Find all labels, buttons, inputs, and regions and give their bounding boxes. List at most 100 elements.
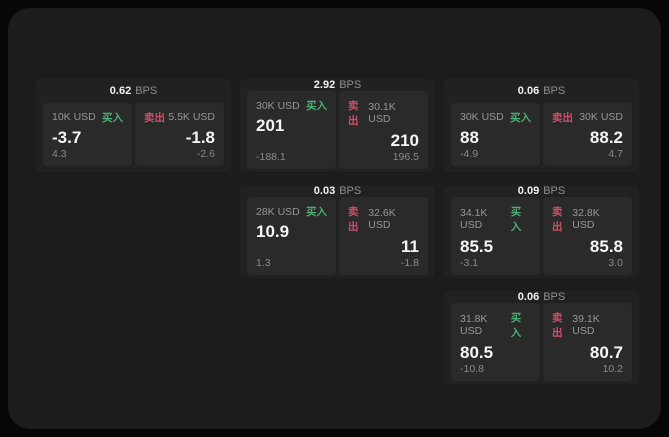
buy-price: 10.9: [256, 222, 290, 241]
sell-panel[interactable]: 卖出 30K USD 88.2 4.7: [543, 102, 632, 166]
app-surface: 0.62 BPS 10K USD 买入 -3.7 4.3 卖出 5.5K USD: [8, 8, 661, 429]
sell-size: 32.6K USD: [368, 207, 396, 231]
buy-sub-value: 4.3: [52, 148, 67, 160]
quote-panels: 10K USD 买入 -3.7 4.3 卖出 5.5K USD -1.8 -2.…: [36, 102, 231, 172]
card-header: 0.06 BPS: [444, 79, 639, 103]
sell-size: 32.8K USD: [572, 207, 600, 231]
quote-card-4: 0.03 BPS 28K USD 买入 10.9 1.3 卖出 32.6K US…: [240, 185, 435, 278]
quote-card-grid: 0.62 BPS 10K USD 买入 -3.7 4.3 卖出 5.5K USD: [36, 79, 639, 384]
quote-panels: 28K USD 买入 10.9 1.3 卖出 32.6K USD 11 -1.8: [240, 197, 435, 281]
buy-sub-value: -188.1: [256, 151, 286, 164]
sell-panel-top: 卖出 30K USD: [552, 110, 623, 125]
buy-panel[interactable]: 30K USD 买入 88 -4.9: [451, 102, 540, 166]
quote-card-2: 2.92 BPS 30K USD 买入 201 -188.1 卖出 30.1K …: [240, 79, 435, 172]
buy-panel[interactable]: 28K USD 买入 10.9 1.3: [247, 197, 336, 276]
sell-panel[interactable]: 卖出 32.8K USD 85.8 3.0: [543, 197, 632, 276]
bps-value: 0.62: [109, 84, 132, 97]
sell-label: 卖出: [348, 100, 359, 127]
buy-sub-value: -4.9: [460, 148, 479, 160]
bps-unit: BPS: [543, 185, 566, 197]
buy-sub-value: -10.8: [460, 363, 484, 376]
buy-price: -3.7: [52, 127, 82, 147]
buy-sub-value: -3.1: [460, 257, 479, 270]
buy-panel-top: 34.1K USD 买入: [460, 204, 531, 234]
quote-card-3: 0.06 BPS 30K USD 买入 88 -4.9 卖出 30K USD: [444, 79, 639, 172]
bps-value: 0.03: [313, 185, 336, 197]
sell-sub-value: 4.7: [608, 148, 623, 160]
sell-panel-top: 卖出 32.8K USD: [552, 204, 623, 234]
buy-panel[interactable]: 34.1K USD 买入 85.5 -3.1: [451, 197, 540, 276]
sell-sub-value: 10.2: [602, 363, 623, 376]
sell-panel-top: 卖出 32.6K USD: [348, 204, 419, 234]
bps-value: 0.06: [517, 291, 540, 303]
sell-panel[interactable]: 卖出 30.1K USD 210 196.5: [339, 91, 428, 170]
sell-panel-top: 卖出 5.5K USD: [144, 110, 215, 125]
card-header: 0.06 BPS: [444, 291, 639, 303]
bps-value: 0.09: [517, 185, 540, 197]
bps-unit: BPS: [339, 185, 362, 197]
sell-label: 卖出: [552, 111, 573, 124]
bps-unit: BPS: [543, 291, 566, 303]
buy-panel-top: 10K USD 买入: [52, 110, 123, 125]
quote-panels: 31.8K USD 买入 80.5 -10.8 卖出 39.1K USD 80.…: [444, 303, 639, 387]
sell-sub-value: 196.5: [392, 151, 419, 164]
buy-size: 10K USD: [52, 111, 96, 124]
buy-panel-top: 31.8K USD 买入: [460, 310, 531, 340]
sell-sub-value: 3.0: [608, 257, 623, 270]
buy-price: 85.5: [460, 237, 494, 256]
bps-value: 0.06: [517, 84, 540, 97]
bps-unit: BPS: [543, 84, 566, 97]
sell-label: 卖出: [552, 206, 563, 233]
buy-sub-value: 1.3: [256, 257, 271, 270]
quote-card-1: 0.62 BPS 10K USD 买入 -3.7 4.3 卖出 5.5K USD: [36, 79, 231, 172]
buy-price: 80.5: [460, 343, 494, 362]
sell-size: 30K USD: [579, 111, 623, 124]
buy-panel-top: 30K USD 买入: [256, 98, 327, 113]
bps-unit: BPS: [339, 79, 362, 91]
buy-price: 201: [256, 116, 285, 135]
quote-card-5: 0.09 BPS 34.1K USD 买入 85.5 -3.1 卖出 32.8K…: [444, 185, 639, 278]
buy-label: 买入: [306, 206, 327, 218]
sell-price: 11: [401, 237, 419, 256]
buy-panel[interactable]: 30K USD 买入 201 -188.1: [247, 91, 336, 170]
quote-panels: 34.1K USD 买入 85.5 -3.1 卖出 32.8K USD 85.8…: [444, 197, 639, 281]
buy-size: 28K USD: [256, 205, 300, 218]
sell-label: 卖出: [348, 206, 359, 233]
buy-panel[interactable]: 31.8K USD 买入 80.5 -10.8: [451, 303, 540, 382]
sell-panel-top: 卖出 39.1K USD: [552, 310, 623, 340]
buy-label: 买入: [510, 111, 531, 124]
sell-panel-top: 卖出 30.1K USD: [348, 98, 419, 128]
bps-unit: BPS: [135, 84, 158, 97]
sell-sub-value: -1.8: [400, 257, 419, 270]
quote-panels: 30K USD 买入 201 -188.1 卖出 30.1K USD 210 1…: [240, 91, 435, 175]
sell-price: 210: [390, 131, 419, 150]
sell-price: 85.8: [589, 237, 623, 256]
buy-price: 88: [460, 127, 479, 147]
sell-price: -1.8: [185, 127, 215, 147]
sell-panel[interactable]: 卖出 32.6K USD 11 -1.8: [339, 197, 428, 276]
sell-price: 88.2: [589, 127, 623, 147]
buy-label: 买入: [510, 312, 522, 339]
sell-panel[interactable]: 卖出 39.1K USD 80.7 10.2: [543, 303, 632, 382]
buy-panel-top: 30K USD 买入: [460, 110, 531, 125]
bps-value: 2.92: [313, 79, 336, 91]
buy-size: 30K USD: [256, 99, 300, 112]
buy-label: 买入: [102, 111, 123, 124]
card-header: 0.03 BPS: [240, 185, 435, 197]
sell-size: 30.1K USD: [368, 101, 396, 125]
quote-panels: 30K USD 买入 88 -4.9 卖出 30K USD 88.2 4.7: [444, 102, 639, 172]
quote-card-6: 0.06 BPS 31.8K USD 买入 80.5 -10.8 卖出 39.1…: [444, 291, 639, 384]
sell-size: 5.5K USD: [168, 111, 215, 124]
sell-label: 卖出: [552, 312, 563, 339]
buy-panel-top: 28K USD 买入: [256, 204, 327, 219]
buy-size: 31.8K USD: [460, 313, 488, 337]
sell-price: 80.7: [589, 343, 623, 362]
buy-size: 30K USD: [460, 111, 504, 124]
buy-panel[interactable]: 10K USD 买入 -3.7 4.3: [43, 102, 132, 166]
card-header: 0.62 BPS: [36, 79, 231, 103]
buy-label: 买入: [510, 206, 522, 233]
buy-label: 买入: [306, 100, 327, 112]
sell-panel[interactable]: 卖出 5.5K USD -1.8 -2.6: [135, 102, 224, 166]
sell-size: 39.1K USD: [572, 313, 600, 337]
